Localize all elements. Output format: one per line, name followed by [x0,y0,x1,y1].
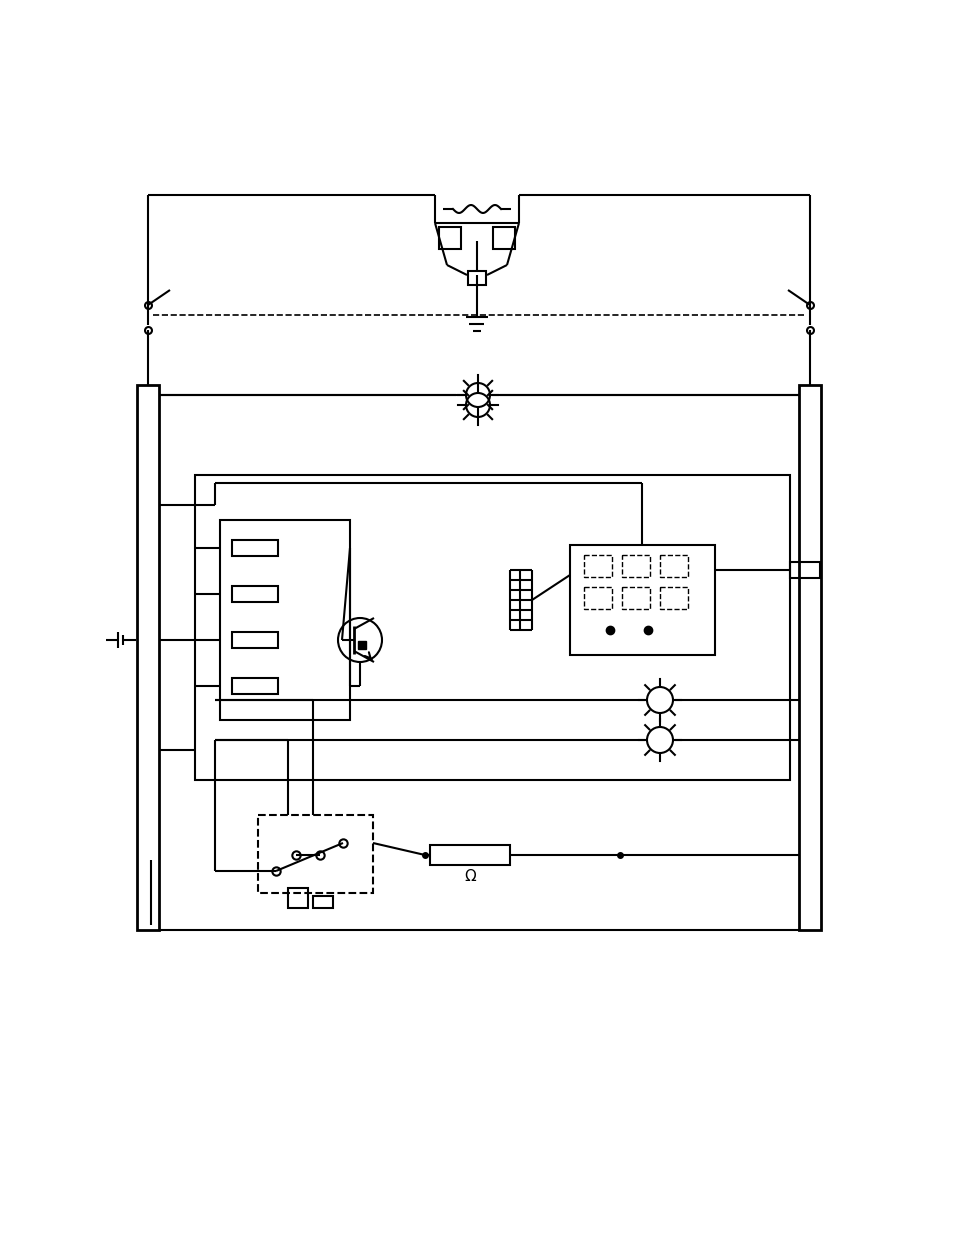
Bar [493,227,515,249]
Bar [621,555,649,577]
Bar [583,587,612,609]
Bar [288,888,308,908]
Bar [659,587,687,609]
Bar [583,555,612,577]
Bar [194,475,789,781]
Bar [220,520,350,720]
Bar [468,270,485,285]
Bar [438,227,460,249]
Bar [569,545,714,655]
Bar [799,385,821,930]
Bar [137,385,159,930]
Text: Ω: Ω [464,869,476,884]
Bar [232,540,277,556]
Bar [789,562,820,578]
Bar [430,845,510,864]
Bar [313,897,333,908]
Bar [232,678,277,694]
Bar [659,555,687,577]
Bar [257,815,373,893]
Bar [232,585,277,601]
Bar [621,587,649,609]
Bar [232,632,277,648]
